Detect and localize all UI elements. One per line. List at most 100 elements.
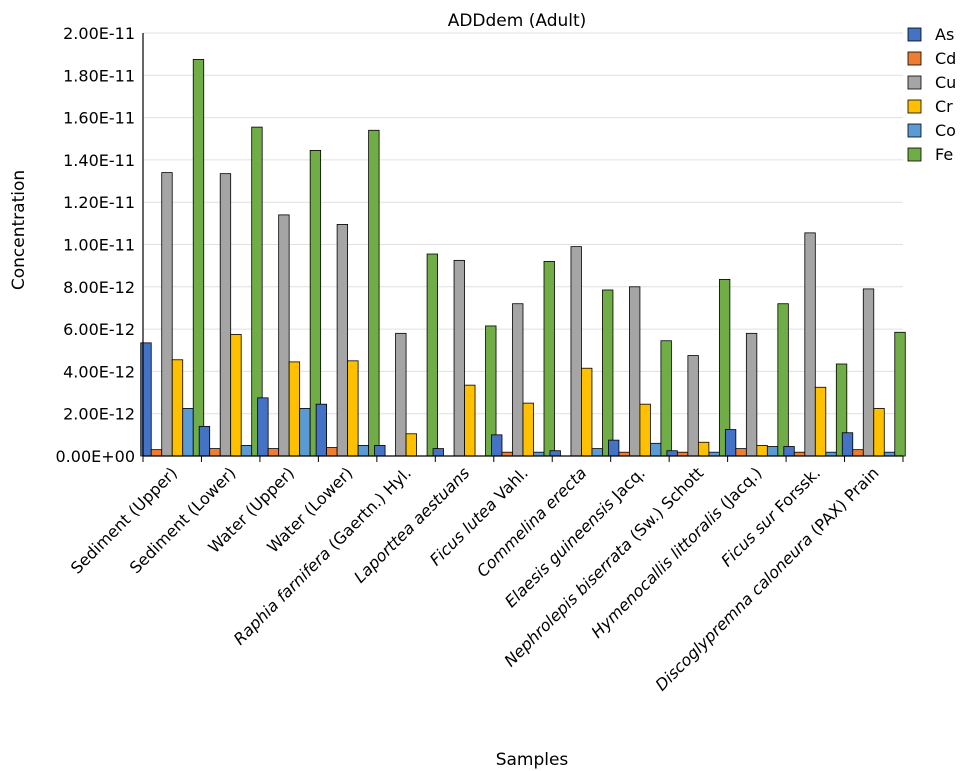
bar-cu (278, 214, 290, 457)
x-tick-label: Ficus lutea Vahl. (426, 463, 532, 569)
bar-cu (512, 303, 524, 457)
y-tick-labels: 0.00E+00 2.00E-12 4.00E-12 6.00E-12 8.00E-12… (56, 24, 136, 466)
bar-cu (453, 259, 465, 457)
legend-label-fe: Fe (935, 145, 953, 164)
y-tick-label: 2.00E-11 (63, 24, 135, 43)
legend-swatch-co (907, 123, 922, 138)
x-tick-label-part: Forssk. (767, 463, 824, 520)
x-tick-label-part: Vahl. (487, 463, 532, 508)
bar-cd (735, 448, 747, 457)
legend-label-cd: Cd (935, 49, 956, 68)
x-tick-label: Sediment (Lower) (126, 463, 240, 577)
bar-cr (581, 367, 593, 457)
y-tick-label: 8.00E-12 (63, 278, 135, 297)
bar-cr (171, 359, 184, 457)
bar-co (182, 408, 194, 457)
bar-cr (347, 360, 359, 457)
legend: As Cd Cu Cr Co Fe (907, 25, 956, 164)
bar-cr (522, 402, 534, 457)
x-tick-label: Laporttea aestuans (350, 463, 473, 586)
x-tick-label-part: Elaesis guineensis (501, 494, 618, 611)
bar-as (198, 425, 211, 457)
bar-cu (629, 286, 641, 457)
bar-cd (209, 448, 221, 457)
legend-label-as: As (935, 25, 954, 44)
chart-title: ADDdem (Adult) (448, 11, 587, 31)
legend-swatch-cu (907, 75, 922, 90)
bar-fe (543, 261, 555, 457)
bar-cu (395, 332, 407, 457)
bar-cu (570, 246, 582, 457)
bars (140, 59, 906, 457)
x-tick-label-part: (Jacq.) (713, 463, 766, 516)
y-tick-label: 1.80E-11 (63, 66, 135, 85)
bar-fe (777, 303, 789, 457)
legend-swatch-as (907, 27, 922, 42)
legend-swatch-cr (907, 99, 922, 114)
bar-as (491, 434, 503, 457)
y-tick-label: 1.20E-11 (63, 193, 135, 212)
y-tick-label: 1.40E-11 (63, 151, 135, 170)
bar-cr (288, 361, 301, 457)
x-tick-labels: Sediment (Upper)Sediment (Lower)Water (U… (67, 463, 883, 694)
bar-fe (192, 59, 205, 457)
x-tick-label: Discoglypremna caloneura (PAX) Prain (651, 463, 882, 694)
bar-cd (852, 449, 864, 457)
bar-as (724, 429, 737, 457)
bar-cr (873, 408, 885, 457)
bar-cu (862, 288, 875, 457)
x-tick-label-part: Sediment (Lower) (126, 463, 240, 577)
bar-co (591, 448, 603, 457)
bar-cu (804, 232, 816, 457)
bar-as (140, 342, 152, 457)
bar-as (783, 446, 795, 457)
y-tick-label: 1.60E-11 (63, 109, 135, 128)
bar-fe (894, 331, 906, 457)
bar-cd (326, 447, 338, 457)
bar-cr (756, 445, 768, 457)
legend-label-cr: Cr (935, 97, 953, 116)
legend-label-co: Co (935, 121, 956, 140)
bar-cr (230, 333, 242, 457)
bar-fe (660, 340, 672, 457)
bar-as (608, 439, 620, 457)
bar-cr (405, 433, 417, 457)
bar-fe (368, 129, 380, 457)
x-tick-label: Sediment (Upper) (67, 463, 181, 577)
bar-cu (687, 355, 699, 457)
y-tick-label: 2.00E-12 (63, 405, 135, 424)
bar-as (841, 432, 854, 457)
bar-co (240, 445, 253, 457)
y-tick-label: 1.00E-11 (63, 236, 135, 255)
bar-as (315, 403, 328, 457)
bar-co (650, 442, 662, 457)
bar-cd (267, 448, 280, 457)
bar-cr (697, 441, 710, 457)
bar-cr (639, 403, 651, 457)
x-tick-label-part: Commelina erecta (473, 463, 590, 580)
bar-cu (745, 332, 758, 457)
bar-fe (602, 289, 614, 457)
bar-as (257, 397, 269, 457)
bar-as (432, 448, 444, 457)
x-tick-label: Ficus sur Forssk. (717, 463, 824, 570)
x-tick-label: Commelina erecta (473, 463, 590, 580)
bar-cd (150, 449, 163, 457)
y-axis-label: Concentration (9, 170, 29, 290)
gridlines (143, 32, 903, 415)
x-tick-label-part: Raphia farnifera (230, 544, 335, 649)
bar-co (357, 445, 370, 457)
x-tick-label-part: Laporttea aestuans (350, 463, 473, 586)
x-tick-label-part: Jacq. (604, 463, 648, 507)
bar-cu (336, 224, 349, 457)
bar-fe (426, 253, 438, 457)
y-tick-label: 4.00E-12 (63, 362, 135, 381)
bar-cu (219, 173, 232, 457)
legend-swatch-cd (907, 51, 922, 66)
bar-co (766, 446, 779, 457)
legend-label-cu: Cu (935, 73, 956, 92)
y-tick-label: 0.00E+00 (56, 447, 136, 466)
bar-as (374, 445, 386, 457)
x-tick-label-part: Sediment (Upper) (67, 463, 181, 577)
